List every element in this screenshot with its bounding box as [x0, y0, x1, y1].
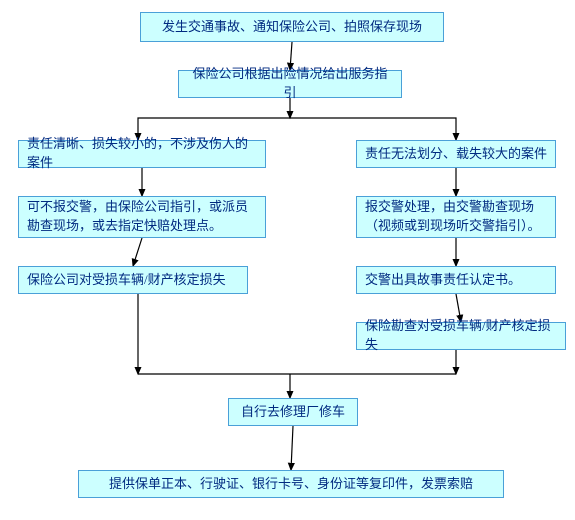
flow-edge-3 [290, 118, 456, 140]
flow-node-n10: 提供保单正本、行驶证、银行卡号、身份证等复印件，发票索赔 [78, 470, 504, 498]
flow-edge-6 [133, 238, 142, 266]
flow-node-label: 报交警处理，由交警勘查现场（视频或到现场听交警指引）。 [365, 198, 547, 236]
flow-node-label: 保险公司根据出险情况给出服务指引 [187, 65, 393, 103]
flow-node-n1: 保险公司根据出险情况给出服务指引 [178, 70, 402, 98]
flow-node-label: 发生交通事故、通知保险公司、拍照保存现场 [162, 18, 422, 37]
flow-node-n7: 交警出具故事责任认定书。 [356, 266, 556, 294]
flow-node-label: 责任清晰、损失较小的，不涉及伤人的案件 [27, 135, 257, 173]
flow-node-n2: 责任清晰、损失较小的，不涉及伤人的案件 [18, 140, 266, 168]
flow-node-n6: 保险公司对受损车辆/财产核定损失 [18, 266, 248, 294]
flow-node-label: 保险勘查对受损车辆/财产核定损失 [365, 317, 557, 355]
flow-node-n4: 可不报交警，由保险公司指引，或派员勘查现场，或去指定快赔处理点。 [18, 196, 266, 238]
flow-node-n5: 报交警处理，由交警勘查现场（视频或到现场听交警指引）。 [356, 196, 556, 238]
flow-node-label: 自行去修理厂修车 [241, 403, 345, 422]
flow-edge-14 [291, 426, 293, 470]
flow-node-label: 交警出具故事责任认定书。 [365, 271, 521, 290]
flow-node-label: 提供保单正本、行驶证、银行卡号、身份证等复印件，发票索赔 [109, 475, 473, 494]
flow-node-label: 责任无法划分、载失较大的案件 [365, 145, 547, 164]
flow-node-n3: 责任无法划分、载失较大的案件 [356, 140, 556, 168]
flow-node-n8: 保险勘查对受损车辆/财产核定损失 [356, 322, 566, 350]
flow-node-label: 保险公司对受损车辆/财产核定损失 [27, 271, 226, 290]
flow-node-n0: 发生交通事故、通知保险公司、拍照保存现场 [140, 12, 444, 42]
flow-node-label: 可不报交警，由保险公司指引，或派员勘查现场，或去指定快赔处理点。 [27, 198, 257, 236]
flow-node-n9: 自行去修理厂修车 [228, 398, 358, 426]
